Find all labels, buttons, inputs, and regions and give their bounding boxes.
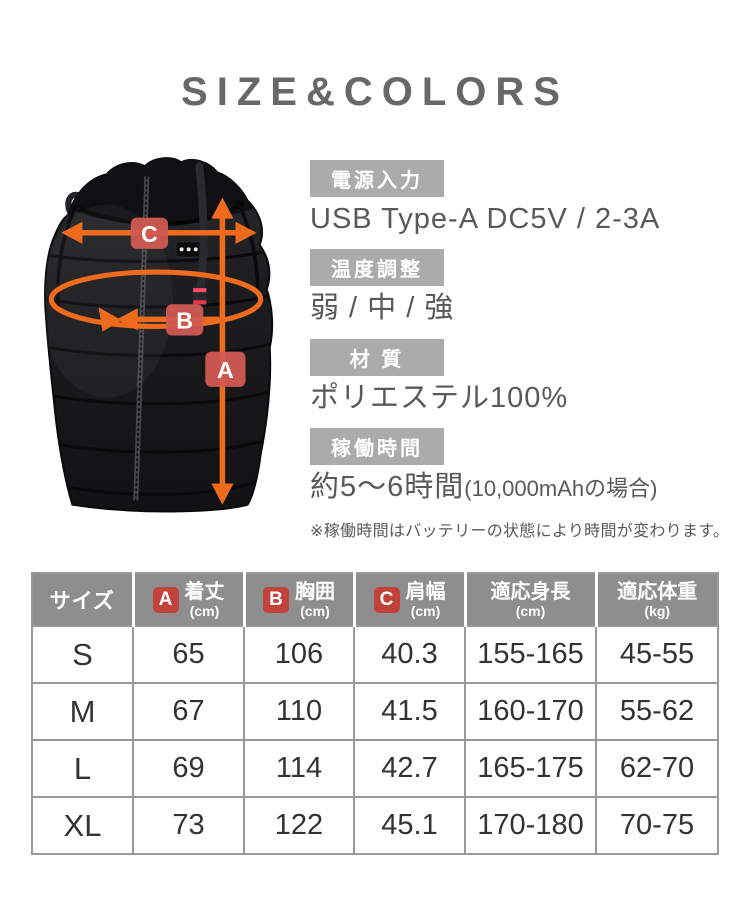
size-cell: XL bbox=[31, 796, 134, 855]
spec-value-runtime: 約5〜6時間(10,000mAhの場合) bbox=[310, 468, 742, 506]
size-cell: S bbox=[31, 625, 134, 684]
size-cell: L bbox=[31, 739, 134, 798]
value-cell: 40.3 bbox=[353, 625, 466, 684]
value-cell: 160-170 bbox=[464, 682, 597, 741]
header-chest-unit: (cm) bbox=[300, 603, 330, 619]
svg-text:B: B bbox=[176, 307, 193, 333]
header-height: 適応身長 (cm) bbox=[463, 573, 596, 627]
vest-left-armhole bbox=[56, 203, 78, 310]
value-cell: 70-75 bbox=[595, 796, 719, 855]
header-chest: B 胸囲 (cm) bbox=[242, 573, 354, 627]
heated-vest-illustration: C B A bbox=[44, 157, 274, 513]
value-cell: 69 bbox=[132, 739, 245, 798]
size-table-header-row: サイズ A 着丈 (cm) B 胸囲 (cm) bbox=[32, 573, 718, 627]
badge-b-icon: B bbox=[263, 586, 289, 613]
value-cell: 122 bbox=[243, 796, 355, 855]
vest-right-strap bbox=[195, 162, 208, 294]
spec-label-material: 材 質 bbox=[310, 338, 444, 376]
spec-label-runtime: 稼働時間 bbox=[310, 427, 444, 465]
page-title: SIZE&COLORS bbox=[181, 70, 569, 114]
value-cell: 41.5 bbox=[353, 682, 466, 741]
header-shoulder-unit: (cm) bbox=[410, 603, 441, 619]
vest-quilt-seams bbox=[45, 249, 273, 496]
table-row: L 69 114 42.7 165-175 62-70 bbox=[31, 739, 719, 798]
table-row: S 65 106 40.3 155-165 45-55 bbox=[31, 625, 719, 684]
value-cell: 65 bbox=[132, 625, 245, 684]
table-row: XL 73 122 45.1 170-180 70-75 bbox=[31, 796, 719, 855]
runtime-note: ※稼働時間はバッテリーの状態により時間が変わります。 bbox=[310, 523, 730, 541]
value-cell: 106 bbox=[243, 625, 355, 684]
vest-strap-tip-stripe-top bbox=[193, 288, 207, 293]
badge-c-icon: C bbox=[373, 586, 400, 613]
vest-highlight bbox=[45, 204, 174, 398]
runtime-condition: (10,000mAhの場合) bbox=[464, 475, 658, 501]
product-photo-heated-vest: C B A bbox=[18, 150, 310, 525]
value-cell: 42.7 bbox=[353, 739, 466, 798]
badge-a-icon: A bbox=[152, 586, 179, 613]
spec-label-temperature: 温度調整 bbox=[310, 249, 444, 287]
value-cell: 110 bbox=[243, 682, 355, 741]
value-cell: 45-55 bbox=[595, 625, 719, 684]
value-cell: 67 bbox=[132, 682, 245, 741]
vest-zipper-teeth bbox=[135, 176, 148, 501]
spec-value-material: ポリエステル100% bbox=[310, 381, 569, 414]
spec-value-temperature: 弱 / 中 / 強 bbox=[310, 292, 455, 325]
size-table-body: S 65 106 40.3 155-165 45-55 M 67 110 41.5 160-170 5… bbox=[31, 625, 719, 855]
value-cell: 114 bbox=[243, 739, 355, 798]
size-table: サイズ A 着丈 (cm) B 胸囲 (cm) bbox=[31, 572, 719, 855]
header-weight-unit: (kg) bbox=[644, 603, 671, 619]
spec-list: 電源入力 USB Type-A DC5V / 2-3A 温度調整 弱 / 中 /… bbox=[310, 160, 742, 541]
measure-badge-c: C bbox=[130, 217, 169, 249]
length-arrow-icon bbox=[211, 197, 234, 505]
value-cell: 45.1 bbox=[353, 796, 466, 855]
vest-strap-tip-stripe-bottom bbox=[193, 300, 207, 305]
header-weight: 適応体重 (kg) bbox=[594, 573, 718, 627]
header-shoulder: C 肩幅 (cm) bbox=[352, 573, 465, 627]
value-cell: 62-70 bbox=[595, 739, 719, 798]
header-size: サイズ bbox=[32, 573, 133, 627]
spec-value-power-input: USB Type-A DC5V / 2-3A bbox=[310, 203, 661, 235]
measure-badge-b: B bbox=[166, 304, 204, 336]
header-size-label: サイズ bbox=[49, 589, 115, 613]
chest-girth-ellipse-icon bbox=[48, 269, 264, 332]
runtime-main: 約5〜6時間 bbox=[310, 470, 465, 503]
value-cell: 165-175 bbox=[464, 739, 597, 798]
header-weight-label: 適応体重 bbox=[617, 581, 698, 603]
svg-text:C: C bbox=[141, 221, 158, 247]
value-cell: 155-165 bbox=[464, 625, 597, 684]
size-cell: M bbox=[31, 682, 134, 741]
value-cell: 170-180 bbox=[464, 796, 597, 855]
header-shoulder-label: 肩幅 bbox=[405, 581, 446, 603]
spec-label-power-input: 電源入力 bbox=[310, 160, 444, 197]
vest-right-armhole bbox=[235, 199, 260, 312]
header-length-unit: (cm) bbox=[189, 603, 220, 619]
measure-badge-a: A bbox=[205, 351, 246, 387]
table-row: M 67 110 41.5 160-170 55-62 bbox=[31, 682, 719, 741]
header-height-label: 適応身長 bbox=[490, 581, 571, 603]
header-chest-label: 胸囲 bbox=[295, 581, 335, 603]
svg-text:A: A bbox=[217, 357, 234, 383]
header-length: A 着丈 (cm) bbox=[131, 573, 244, 627]
value-cell: 73 bbox=[132, 796, 245, 855]
value-cell: 55-62 bbox=[595, 682, 719, 741]
header-length-label: 着丈 bbox=[184, 581, 225, 603]
header-height-unit: (cm) bbox=[515, 603, 546, 619]
